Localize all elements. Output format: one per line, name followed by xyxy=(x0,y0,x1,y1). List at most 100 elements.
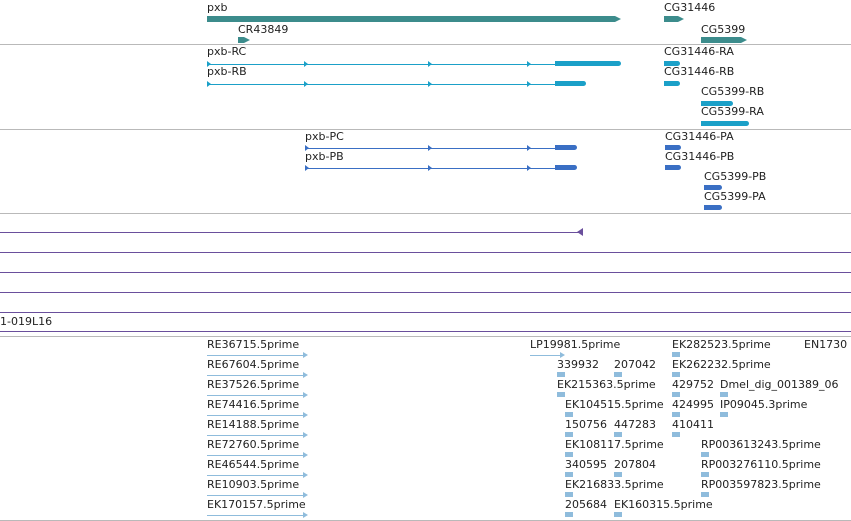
est-feature[interactable] xyxy=(672,392,680,397)
est-label: EN1730 xyxy=(804,338,848,351)
alignment-feature[interactable] xyxy=(0,331,851,332)
est-label: RE10903.5prime xyxy=(207,478,300,491)
est-label: RE14188.5prime xyxy=(207,418,300,431)
gene-strand-arrow xyxy=(678,16,684,22)
exon-marker xyxy=(527,81,531,87)
est-feature[interactable] xyxy=(701,472,709,477)
est-feature[interactable] xyxy=(720,412,728,417)
transcript-label: pxb-RB xyxy=(207,65,247,78)
alignment-feature[interactable] xyxy=(0,312,851,313)
track-separator xyxy=(0,129,851,130)
gene-feature-cg5399[interactable] xyxy=(701,37,741,43)
est-feature[interactable] xyxy=(701,492,709,497)
est-label: 207042 xyxy=(614,358,656,371)
est-label: RE67604.5prime xyxy=(207,358,300,371)
protein-label: CG31446-PA xyxy=(665,130,734,143)
exon-marker xyxy=(428,165,432,171)
est-feature[interactable] xyxy=(614,512,622,517)
est-feature[interactable] xyxy=(207,455,305,456)
protein-label: CG31446-PB xyxy=(665,150,735,163)
est-label: 447283 xyxy=(614,418,656,431)
gene-feature-cr43849[interactable] xyxy=(238,37,244,43)
est-feature[interactable] xyxy=(565,512,573,517)
est-feature[interactable] xyxy=(701,452,709,457)
est-label: EK160315.5prime xyxy=(614,498,713,511)
est-feature[interactable] xyxy=(530,355,562,356)
transcript-feature-cg5399-rb[interactable] xyxy=(701,101,733,106)
transcript-label: CG31446-RA xyxy=(664,45,734,58)
est-feature[interactable] xyxy=(565,472,573,477)
gene-feature-pxb[interactable] xyxy=(207,16,615,22)
est-feature[interactable] xyxy=(207,415,305,416)
est-feature[interactable] xyxy=(672,372,680,377)
est-label: RP003613243.5prime xyxy=(701,438,821,451)
gene-label: CG31446 xyxy=(664,1,716,14)
est-feature[interactable] xyxy=(207,495,305,496)
alignment-feature[interactable] xyxy=(0,232,580,233)
est-feature[interactable] xyxy=(614,472,622,477)
protein-label: pxb-PC xyxy=(305,130,344,143)
protein-feature-cg5399-pa[interactable] xyxy=(704,205,722,210)
est-label: RE36715.5prime xyxy=(207,338,300,351)
est-label: EK216833.5prime xyxy=(565,478,664,491)
est-feature[interactable] xyxy=(207,515,305,516)
est-label: 205684 xyxy=(565,498,607,511)
gene-label: CG5399 xyxy=(701,23,746,36)
est-label: LP19981.5prime xyxy=(530,338,621,351)
exon-block xyxy=(555,61,621,66)
est-feature[interactable] xyxy=(565,452,573,457)
est-arrow xyxy=(303,452,308,458)
est-label: RE74416.5prime xyxy=(207,398,300,411)
est-feature[interactable] xyxy=(565,412,573,417)
exon-block xyxy=(555,81,586,86)
est-feature[interactable] xyxy=(557,392,565,397)
exon-marker xyxy=(305,145,309,151)
est-label: 339932 xyxy=(557,358,599,371)
est-feature[interactable] xyxy=(720,392,728,397)
transcript-feature-cg31446-ra[interactable] xyxy=(664,61,680,66)
exon-block xyxy=(555,165,577,170)
est-label: EK282523.5prime xyxy=(672,338,771,351)
est-feature[interactable] xyxy=(557,372,565,377)
est-arrow xyxy=(303,432,308,438)
est-arrow xyxy=(303,372,308,378)
transcript-feature-pxb-rb[interactable] xyxy=(207,84,555,85)
protein-feature-cg31446-pa[interactable] xyxy=(665,145,681,150)
est-feature[interactable] xyxy=(565,492,573,497)
alignment-feature[interactable] xyxy=(0,272,851,273)
est-label: IP09045.3prime xyxy=(720,398,808,411)
est-feature[interactable] xyxy=(614,372,622,377)
alignment-feature[interactable] xyxy=(0,252,851,253)
transcript-feature-pxb-rc[interactable] xyxy=(207,64,555,65)
protein-feature-cg5399-pb[interactable] xyxy=(704,185,722,190)
transcript-feature-cg5399-ra[interactable] xyxy=(701,121,749,126)
est-arrow xyxy=(303,472,308,478)
est-label: 340595 xyxy=(565,458,607,471)
transcript-feature-cg31446-rb[interactable] xyxy=(664,81,680,86)
gene-strand-arrow xyxy=(741,37,747,43)
est-feature[interactable] xyxy=(565,432,573,437)
est-feature[interactable] xyxy=(672,432,680,437)
est-feature[interactable] xyxy=(207,435,305,436)
est-label: RE46544.5prime xyxy=(207,458,300,471)
est-feature[interactable] xyxy=(207,375,305,376)
protein-feature-cg31446-pb[interactable] xyxy=(665,165,681,170)
est-feature[interactable] xyxy=(672,412,680,417)
est-feature[interactable] xyxy=(207,395,305,396)
est-feature[interactable] xyxy=(614,432,622,437)
gene-label: pxb xyxy=(207,1,228,14)
est-feature[interactable] xyxy=(207,475,305,476)
est-arrow xyxy=(303,352,308,358)
exon-block xyxy=(555,145,577,150)
alignment-feature[interactable] xyxy=(0,292,851,293)
est-feature[interactable] xyxy=(207,355,305,356)
est-arrow xyxy=(303,512,308,518)
est-feature[interactable] xyxy=(672,352,680,357)
exon-marker xyxy=(527,165,531,171)
exon-marker xyxy=(304,61,308,67)
exon-marker xyxy=(527,145,531,151)
gene-feature-cg31446[interactable] xyxy=(664,16,678,22)
transcript-label: CG31446-RB xyxy=(664,65,735,78)
est-label: 410411 xyxy=(672,418,714,431)
